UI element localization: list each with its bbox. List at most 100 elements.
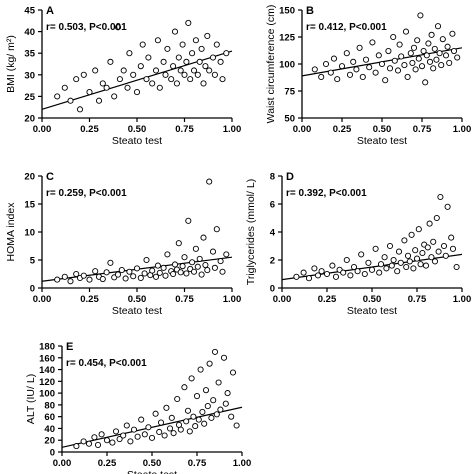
data-point (211, 71, 218, 78)
y-tick-label: 100 (39, 389, 55, 400)
data-point (383, 265, 390, 272)
data-point (350, 263, 358, 271)
data-point (99, 80, 106, 87)
y-axis-label: Waist circumference (cm) (265, 5, 277, 124)
data-point (323, 270, 331, 278)
data-point (372, 245, 379, 252)
x-tick-label: 0.50 (128, 124, 147, 135)
data-point (293, 273, 300, 280)
data-point (86, 89, 93, 96)
panel-d: 0.00 0.25 0.50 0.75 1.00 0 2 4 6 8 Dr= 0.392, P<0.… (245, 171, 471, 317)
data-point (181, 71, 188, 78)
data-point (327, 69, 334, 76)
data-point (152, 273, 160, 280)
data-point (388, 262, 395, 269)
data-point (181, 254, 188, 261)
correlation-annotation: r= 0.259, P<0.001 (46, 188, 127, 199)
panel-label: A (46, 5, 54, 17)
data-point (193, 393, 201, 400)
data-point (73, 76, 80, 83)
x-axis-label: Steato test (112, 135, 162, 147)
data-point (94, 441, 102, 448)
data-point (103, 269, 110, 276)
data-point (366, 64, 373, 71)
data-point (174, 395, 181, 403)
data-point (123, 422, 130, 429)
data-point (192, 423, 199, 430)
data-point (217, 406, 224, 413)
data-point (190, 413, 197, 420)
data-point (160, 264, 167, 271)
y-tick-label: 180 (39, 342, 55, 353)
data-point (412, 66, 419, 73)
y-tick-label: 35 (24, 49, 35, 60)
data-point (138, 416, 145, 423)
data-point (109, 439, 116, 446)
data-point (376, 269, 383, 276)
data-point (406, 258, 413, 265)
data-point (228, 413, 235, 420)
data-point (206, 67, 213, 74)
data-point (168, 414, 175, 421)
data-point (229, 369, 237, 376)
data-point (419, 249, 426, 257)
data-point (300, 269, 307, 276)
data-point (449, 30, 456, 37)
x-tick-label: 1.00 (453, 294, 472, 305)
data-point (143, 76, 150, 83)
data-point (99, 275, 106, 283)
data-point (130, 273, 137, 280)
data-point (435, 248, 442, 255)
x-tick-label: 0.50 (363, 294, 382, 305)
data-point (124, 84, 131, 91)
data-point (198, 45, 205, 52)
correlation-annotation: r= 0.503, P<0.001 (46, 22, 127, 33)
data-point (141, 431, 148, 438)
data-point (206, 360, 213, 367)
x-axis-label: Steato test (357, 135, 407, 147)
data-point (204, 267, 211, 274)
data-point (448, 234, 455, 241)
data-point (154, 262, 161, 269)
data-point (194, 263, 201, 270)
y-tick-label: 6 (270, 200, 275, 211)
x-tick-label: 0.50 (143, 458, 162, 469)
data-point (377, 261, 385, 268)
data-point (199, 408, 206, 416)
correlation-annotation: r= 0.454, P<0.001 (66, 358, 147, 369)
data-point (437, 193, 444, 201)
data-point (177, 269, 184, 276)
y-tick-label: 45 (24, 6, 35, 17)
data-point (162, 272, 169, 279)
data-point (92, 67, 99, 74)
y-tick-label: 30 (24, 70, 35, 81)
data-point (439, 36, 446, 43)
data-point (208, 414, 215, 421)
data-point (116, 435, 123, 443)
data-point (133, 265, 141, 272)
data-point (329, 262, 336, 269)
data-point (61, 273, 68, 280)
data-point (305, 275, 313, 282)
data-point (422, 262, 430, 269)
data-point (215, 379, 222, 386)
data-point (318, 268, 325, 275)
correlation-annotation: r= 0.412, P<0.001 (306, 22, 387, 33)
y-tick-label: 120 (39, 377, 55, 388)
data-point (430, 65, 437, 72)
panel-c: 0.00 0.25 0.50 0.75 1.00 0 5 10 15 20 Cr= 0.259, P… (5, 171, 241, 317)
data-point (156, 84, 163, 91)
data-point (211, 264, 218, 271)
data-point (417, 12, 424, 19)
data-point (219, 268, 226, 275)
data-point (401, 62, 408, 69)
x-tick-label: 1.00 (453, 124, 472, 135)
panel-e: 0.00 0.25 0.50 0.75 1.00 02040608010012014016… (25, 341, 251, 474)
panel-label: B (306, 5, 314, 17)
data-point (428, 31, 435, 38)
data-point (390, 33, 397, 41)
data-point (414, 37, 421, 44)
data-point (410, 44, 418, 51)
data-point (450, 47, 458, 55)
y-tick-label: 80 (44, 400, 55, 411)
